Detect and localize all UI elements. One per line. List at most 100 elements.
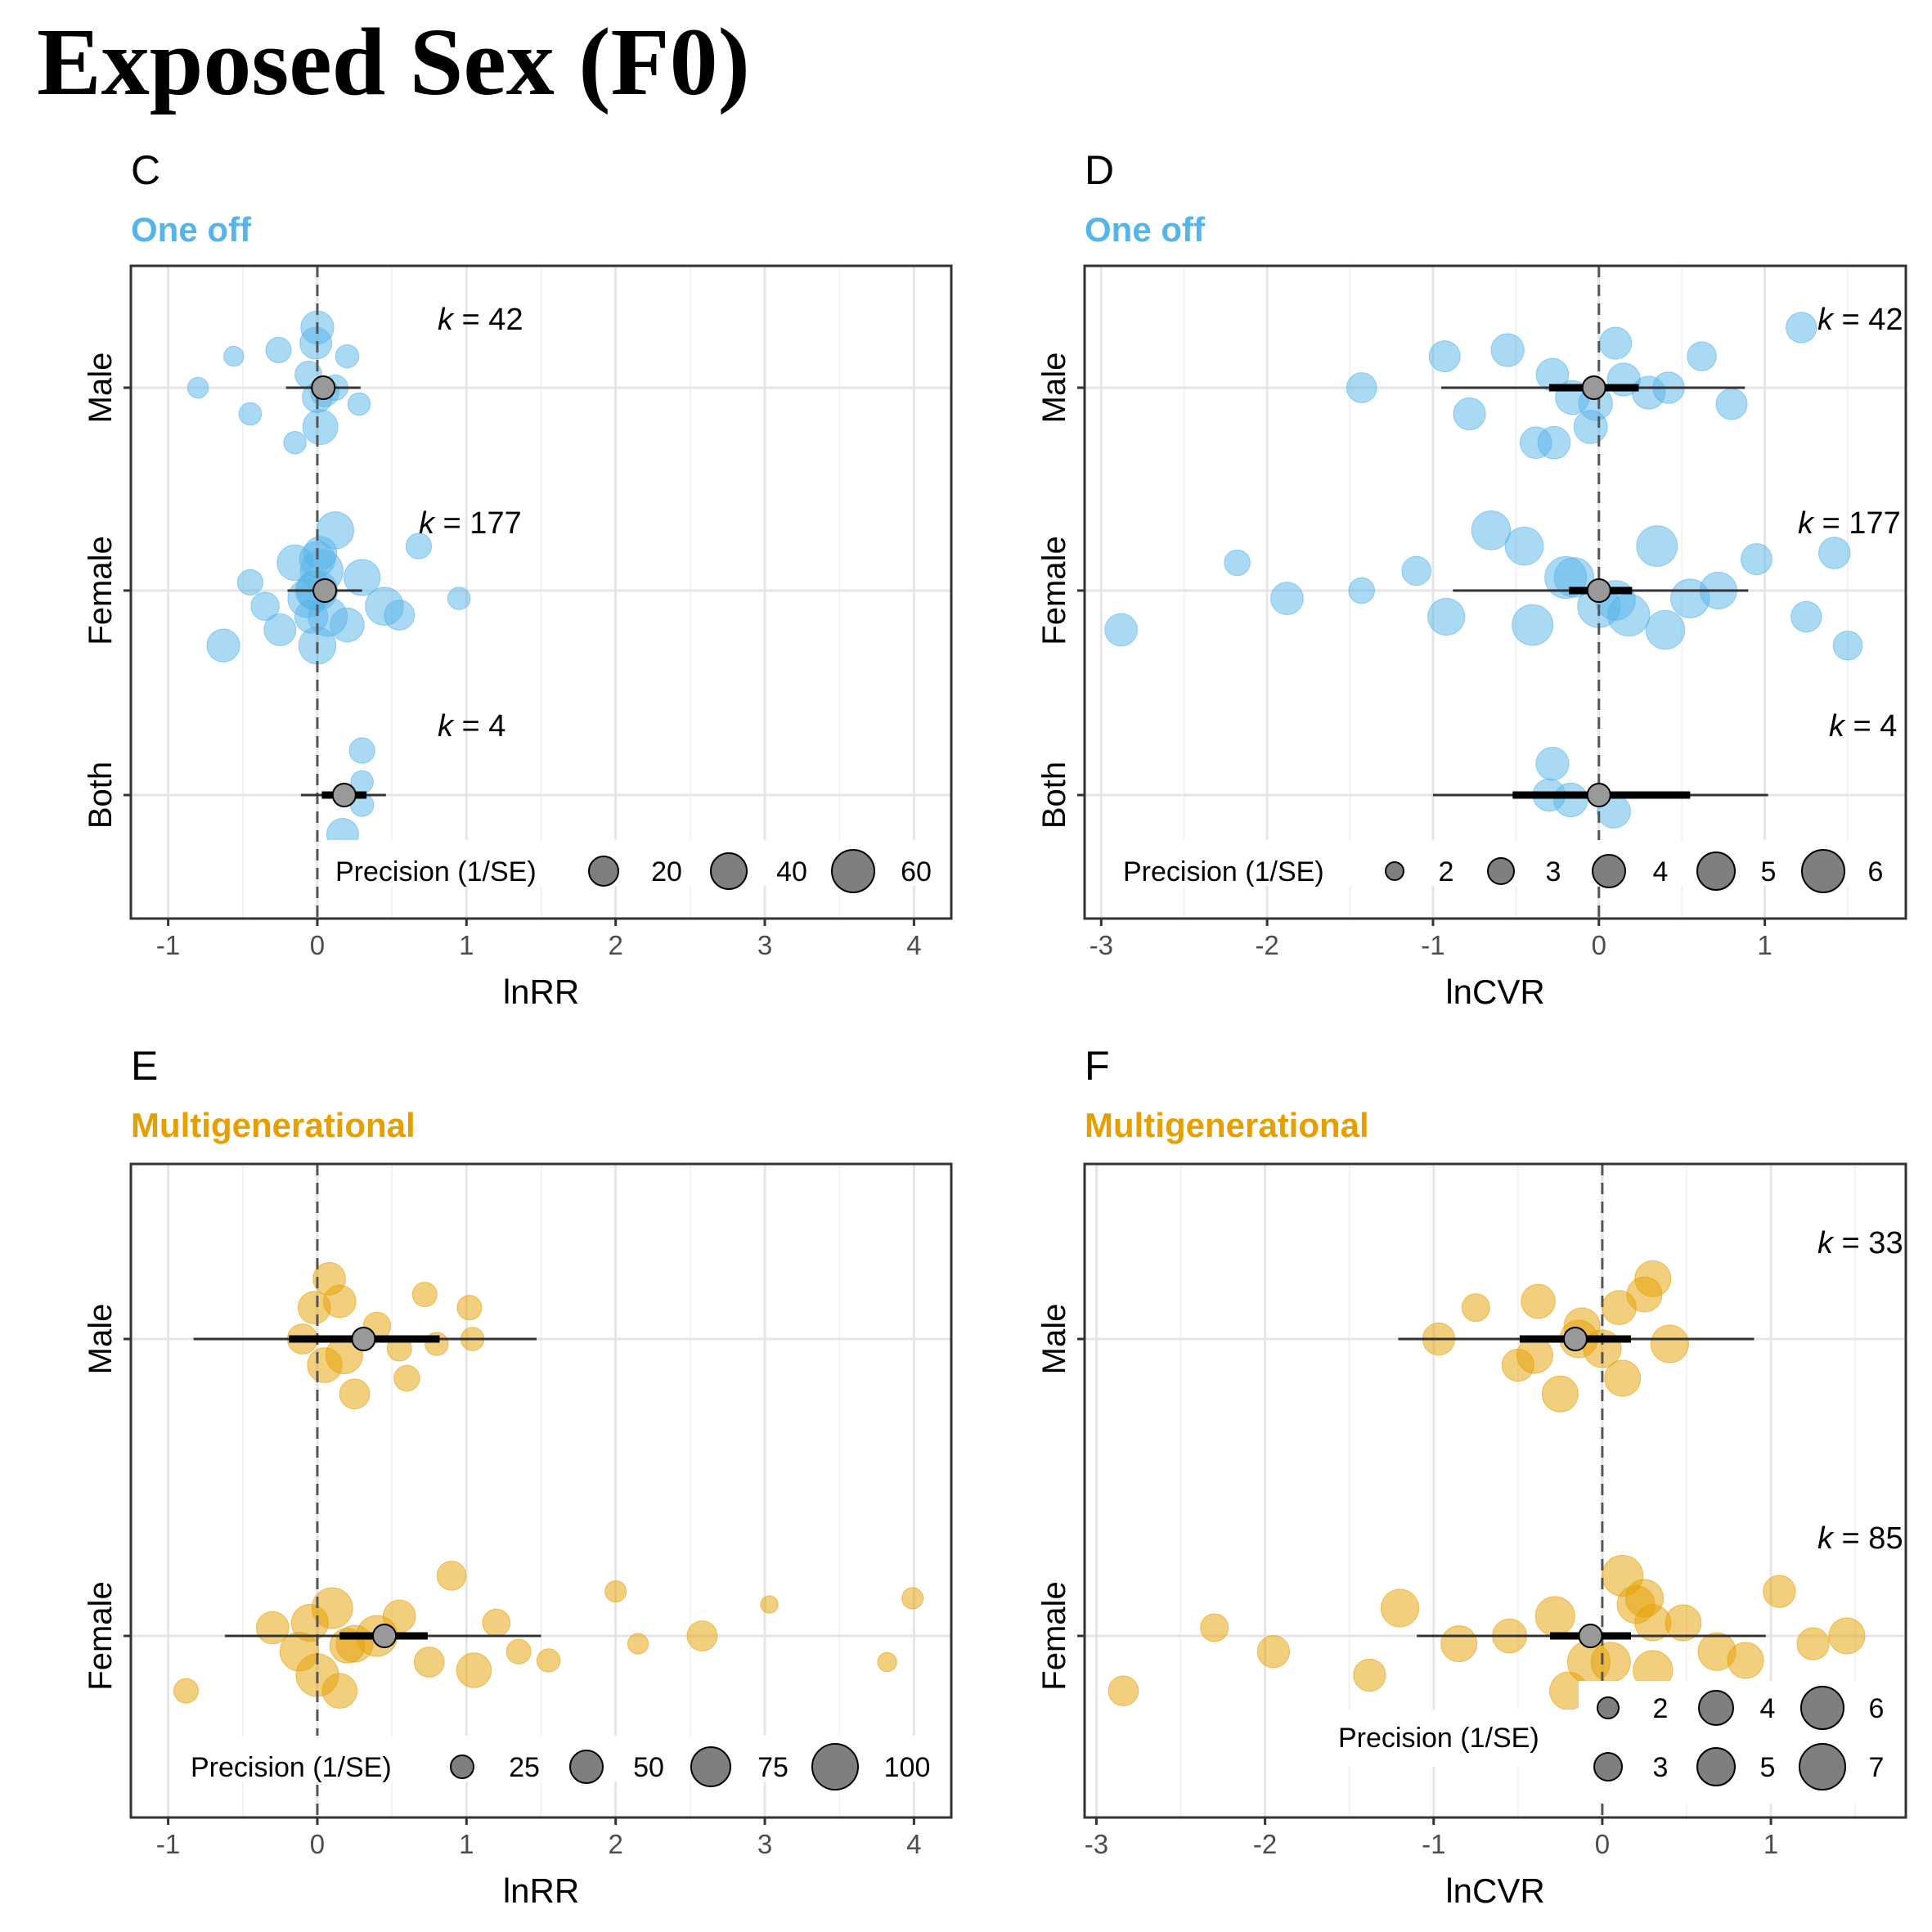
data-point bbox=[1535, 746, 1570, 781]
data-point bbox=[1521, 1283, 1556, 1319]
legend-label: 2 bbox=[1439, 856, 1454, 887]
legend-label: 7 bbox=[1869, 1752, 1885, 1783]
y-tick-label: Female bbox=[83, 1581, 119, 1690]
data-point bbox=[1200, 1613, 1229, 1642]
data-point bbox=[1516, 1337, 1553, 1374]
x-tick-label: 0 bbox=[1592, 930, 1606, 960]
legend-label: 4 bbox=[1760, 1693, 1776, 1724]
legend-label: 25 bbox=[509, 1752, 540, 1783]
legend-key bbox=[450, 1755, 474, 1779]
k-label: k = 4 bbox=[438, 709, 505, 744]
legend-key bbox=[1696, 851, 1736, 891]
legend-key bbox=[811, 1743, 859, 1790]
legend-label: 3 bbox=[1546, 856, 1561, 887]
data-point bbox=[312, 1262, 346, 1296]
data-point bbox=[1541, 1375, 1579, 1413]
estimate-point bbox=[1586, 578, 1611, 603]
legend-label: 40 bbox=[776, 856, 807, 887]
legend-label: 2 bbox=[1653, 1693, 1669, 1724]
legend-title: Precision (1/SE) bbox=[1123, 856, 1324, 887]
plot-frame bbox=[129, 1162, 953, 1819]
estimate-point bbox=[372, 1624, 398, 1648]
x-tick-label: 4 bbox=[906, 1829, 921, 1859]
data-point bbox=[236, 568, 263, 596]
data-point bbox=[1650, 1324, 1689, 1364]
legend-key bbox=[1592, 854, 1626, 888]
legend-label: 100 bbox=[884, 1752, 931, 1783]
panel-letter: C bbox=[131, 147, 160, 193]
x-tick-label: 0 bbox=[310, 1829, 325, 1859]
x-axis-label: lnRR bbox=[503, 973, 579, 1011]
data-point bbox=[1790, 600, 1822, 633]
y-tick-label: Female bbox=[1036, 536, 1072, 645]
panel-subtitle: One off bbox=[131, 210, 252, 249]
data-point bbox=[206, 628, 240, 663]
plot-frame bbox=[1083, 264, 1907, 920]
data-point bbox=[1763, 1575, 1796, 1608]
x-tick-label: 0 bbox=[310, 930, 325, 960]
data-point bbox=[1256, 1635, 1291, 1669]
data-point bbox=[1636, 525, 1678, 567]
data-point bbox=[1740, 543, 1772, 576]
data-point bbox=[760, 1595, 779, 1614]
estimate-point bbox=[351, 1327, 376, 1351]
legend-label: 75 bbox=[757, 1752, 789, 1783]
legend-key bbox=[1593, 1752, 1623, 1781]
legend-label: 6 bbox=[1869, 1693, 1885, 1724]
data-point bbox=[384, 600, 416, 631]
data-point bbox=[339, 1378, 371, 1410]
x-tick-label: 4 bbox=[906, 930, 921, 960]
panel-letter: F bbox=[1085, 1043, 1110, 1089]
data-point bbox=[348, 737, 375, 764]
y-tick-label: Male bbox=[83, 1304, 119, 1375]
data-point bbox=[1440, 1625, 1478, 1663]
x-tick-label: 1 bbox=[459, 1829, 474, 1859]
data-point bbox=[627, 1633, 649, 1655]
panel-f: F Multigenerational k = 33 k = 85 Precision … bbox=[1036, 1043, 1907, 1910]
legend-label: 3 bbox=[1653, 1752, 1669, 1783]
k-label: k = 4 bbox=[1829, 709, 1897, 744]
data-point bbox=[265, 336, 292, 364]
x-tick-label: 1 bbox=[1757, 930, 1772, 960]
x-tick-label: -1 bbox=[1421, 930, 1445, 960]
legend-key bbox=[1487, 857, 1515, 885]
x-tick-label: -3 bbox=[1090, 930, 1113, 960]
k-label: k = 85 bbox=[1817, 1521, 1903, 1556]
legend-key bbox=[1801, 849, 1845, 893]
x-tick-label: 2 bbox=[609, 930, 623, 960]
panel-subtitle: One off bbox=[1085, 210, 1206, 249]
data-point bbox=[1453, 397, 1486, 431]
legend-key bbox=[710, 852, 748, 890]
data-point bbox=[1401, 555, 1431, 586]
data-point bbox=[1727, 1642, 1764, 1679]
x-tick-label: -1 bbox=[156, 930, 180, 960]
legend-key bbox=[1597, 1696, 1620, 1719]
data-point bbox=[1818, 537, 1851, 569]
data-point bbox=[302, 409, 339, 445]
data-point bbox=[447, 586, 471, 610]
estimate-point bbox=[1578, 1624, 1603, 1648]
data-point bbox=[482, 1608, 511, 1638]
legend-key bbox=[690, 1746, 731, 1787]
data-point bbox=[686, 1620, 718, 1651]
legend-label: 5 bbox=[1761, 856, 1777, 887]
plot-background bbox=[1085, 266, 1906, 919]
legend-label: 20 bbox=[651, 856, 682, 887]
k-label: k = 42 bbox=[1817, 303, 1903, 337]
panel-subtitle: Multigenerational bbox=[131, 1106, 416, 1144]
data-point bbox=[1104, 613, 1138, 647]
estimate-point bbox=[311, 375, 336, 400]
data-point bbox=[335, 344, 360, 369]
data-point bbox=[413, 1647, 445, 1678]
legend-background bbox=[1325, 1710, 1579, 1767]
data-point bbox=[321, 1673, 358, 1709]
panel-c: C One off k = 42 k = 177 k = 4 Precision (1/S… bbox=[83, 147, 953, 1011]
y-tick-label: Male bbox=[1036, 1304, 1072, 1375]
data-point bbox=[330, 607, 365, 643]
plot-frame bbox=[129, 264, 953, 920]
data-point bbox=[1353, 1658, 1386, 1692]
estimate-point bbox=[1581, 375, 1606, 400]
estimate-point bbox=[331, 783, 357, 807]
data-point bbox=[186, 376, 209, 399]
